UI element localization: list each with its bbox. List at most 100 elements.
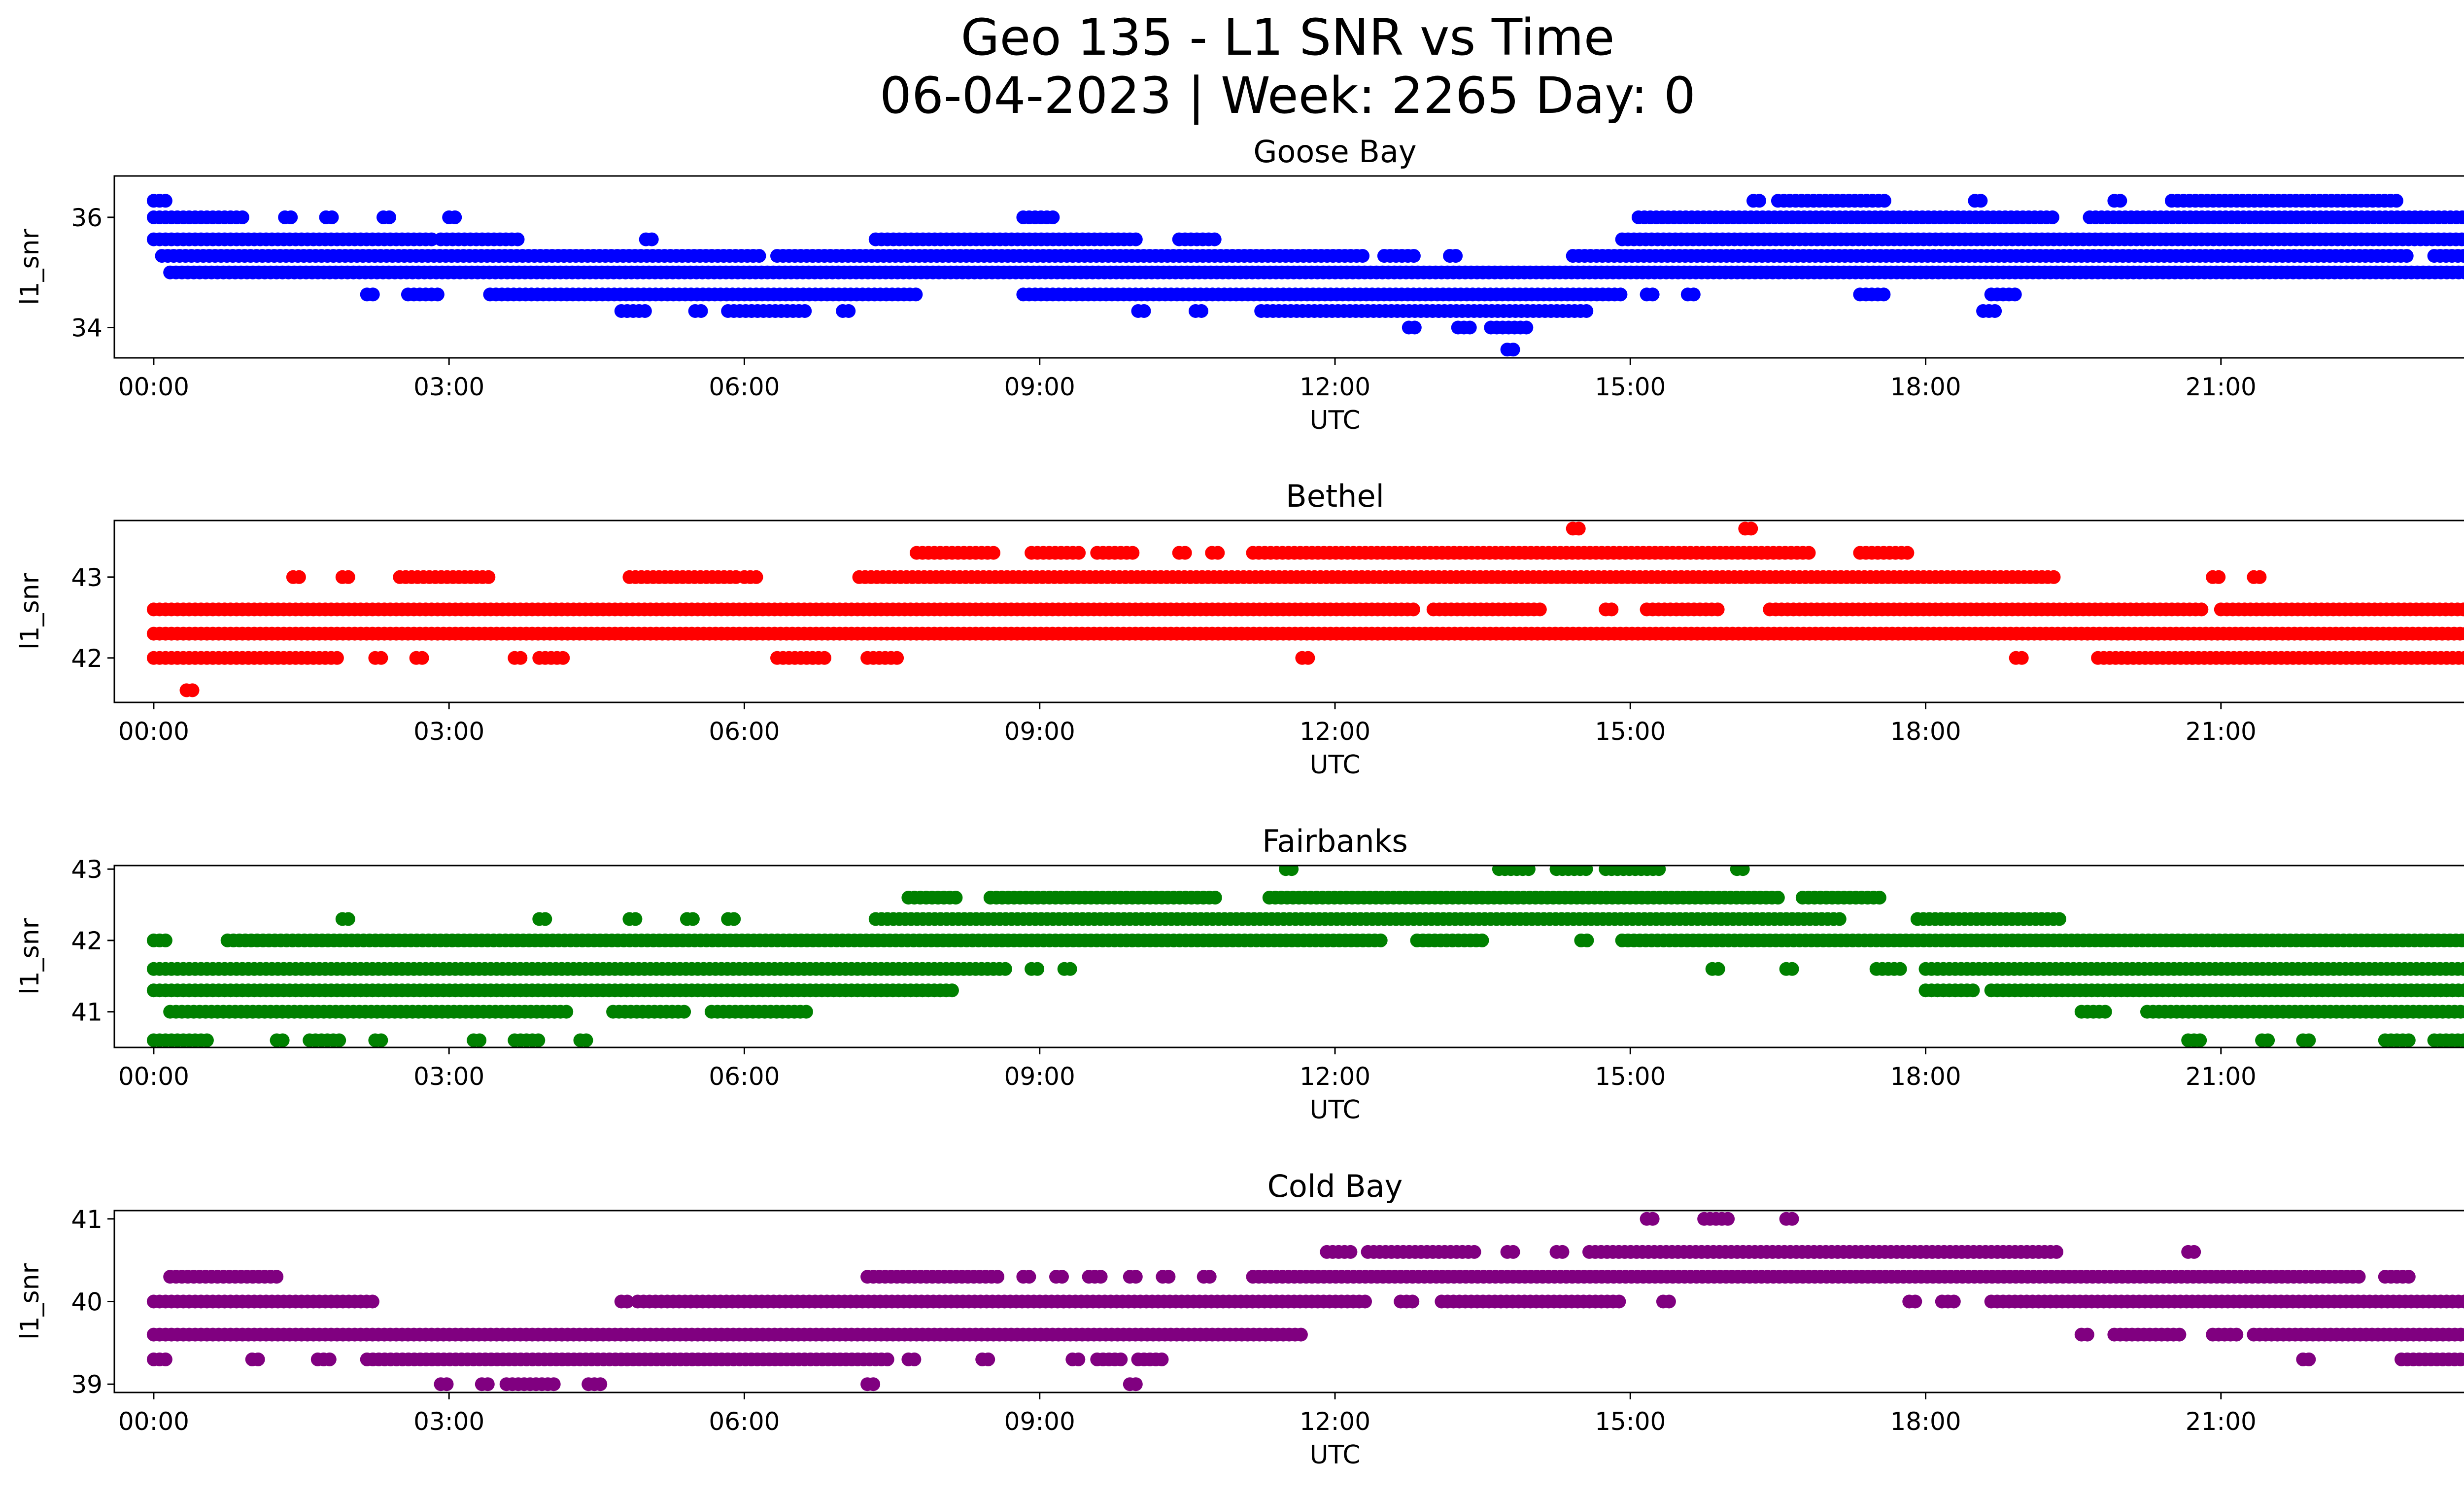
data-point — [366, 287, 380, 302]
data-point — [531, 1033, 546, 1047]
data-point — [1736, 866, 1750, 876]
figure-title-line1: Geo 135 - L1 SNR vs Time — [960, 8, 1615, 67]
data-point — [945, 983, 959, 998]
data-point — [2194, 602, 2209, 617]
data-point — [1711, 602, 1725, 617]
data-point — [1178, 546, 1192, 560]
data-point — [2401, 1033, 2416, 1047]
data-point — [2389, 194, 2403, 208]
data-point — [1285, 866, 1299, 876]
data-point — [158, 933, 172, 947]
data-point — [374, 651, 388, 665]
x-tick-label: 00:00 — [118, 717, 189, 746]
data-point — [2399, 249, 2414, 263]
data-point — [1645, 1212, 1660, 1226]
data-point — [556, 651, 570, 665]
data-point — [1405, 1294, 1420, 1309]
data-point — [2461, 211, 2464, 223]
data-point — [1406, 602, 1420, 617]
data-point — [2008, 287, 2022, 302]
x-tick-label: 00:00 — [118, 1062, 189, 1091]
data-point — [1893, 962, 1907, 976]
data-point — [2455, 232, 2464, 246]
data-point — [2045, 210, 2059, 224]
panel-bethel: 00:00 03:00 06:00 09:00 12:00 15:00 18:00 21:00… — [15, 478, 2464, 780]
data-point — [1877, 194, 1891, 208]
data-point — [382, 210, 396, 224]
data-point — [1771, 891, 1785, 905]
data-point — [1467, 1245, 1481, 1259]
data-point — [513, 651, 528, 665]
x-tick-label: 09:00 — [1004, 717, 1075, 746]
data-point — [365, 1294, 379, 1309]
data-point — [1555, 1245, 1570, 1259]
data-point — [158, 194, 172, 208]
bethel-y-axis-label: l1_snr — [15, 573, 45, 650]
data-point — [1908, 1294, 1922, 1309]
data-point — [1449, 249, 1463, 263]
x-tick-label: 18:00 — [1890, 717, 1961, 746]
data-point — [559, 1005, 574, 1019]
data-point — [292, 570, 306, 584]
data-point — [1612, 1294, 1626, 1309]
data-point — [1580, 933, 1594, 947]
data-point — [1686, 287, 1701, 302]
data-point — [1208, 891, 1222, 905]
data-point — [2302, 1033, 2316, 1047]
data-point — [2461, 935, 2464, 946]
x-tick-label: 03:00 — [413, 1062, 484, 1091]
data-point — [325, 210, 339, 224]
data-point — [1072, 546, 1086, 560]
data-point — [341, 912, 355, 926]
x-tick-label: 06:00 — [709, 717, 780, 746]
fairbanks-panel-title: Fairbanks — [1262, 823, 1408, 859]
data-point — [1988, 304, 2002, 318]
bethel-panel-title: Bethel — [1286, 478, 1384, 514]
x-tick-label: 00:00 — [118, 373, 189, 401]
data-point — [1662, 1294, 1676, 1309]
data-point — [1752, 194, 1766, 208]
bethel-points — [146, 522, 2464, 697]
data-point — [1900, 546, 1915, 560]
data-point — [2401, 1270, 2416, 1284]
data-point — [1506, 343, 1520, 357]
data-point — [2455, 210, 2464, 224]
data-point — [1358, 1294, 1372, 1309]
data-point — [1645, 287, 1660, 302]
data-point — [538, 912, 552, 926]
goose-bay-x-axis-label: UTC — [1309, 406, 1360, 435]
data-point — [2113, 194, 2127, 208]
data-point — [749, 570, 763, 584]
fairbanks-x-axis-label: UTC — [1309, 1095, 1360, 1125]
data-point — [1652, 866, 1666, 876]
data-point — [1785, 1212, 1799, 1226]
data-point — [200, 1033, 214, 1047]
data-point — [1947, 1294, 1961, 1309]
data-point — [374, 1033, 388, 1047]
data-point — [2015, 651, 2029, 665]
data-point — [1721, 1212, 1735, 1226]
data-point — [798, 304, 812, 318]
data-point — [1802, 546, 1816, 560]
data-point — [694, 304, 708, 318]
data-point — [275, 1033, 290, 1047]
data-point — [1613, 287, 1628, 302]
data-point — [677, 1005, 691, 1019]
data-point — [2463, 252, 2464, 260]
x-tick-label: 12:00 — [1300, 717, 1370, 746]
data-point — [799, 1005, 813, 1019]
data-point — [473, 1033, 487, 1047]
data-point — [842, 304, 856, 318]
data-point — [1605, 602, 1619, 617]
x-tick-label: 12:00 — [1300, 373, 1370, 401]
panel-goose-bay: 00:00 03:00 06:00 09:00 12:00 15:00 18:00 21:00… — [15, 134, 2464, 435]
data-point — [2212, 570, 2226, 584]
data-point — [2098, 1005, 2112, 1019]
data-point — [332, 1033, 346, 1047]
data-point — [752, 249, 766, 263]
data-point — [991, 1270, 1005, 1284]
x-tick-label: 15:00 — [1595, 373, 1666, 401]
goose-bay-panel-title: Goose Bay — [1253, 134, 1416, 170]
data-point — [2050, 1245, 2063, 1259]
x-tick-label: 03:00 — [413, 717, 484, 746]
